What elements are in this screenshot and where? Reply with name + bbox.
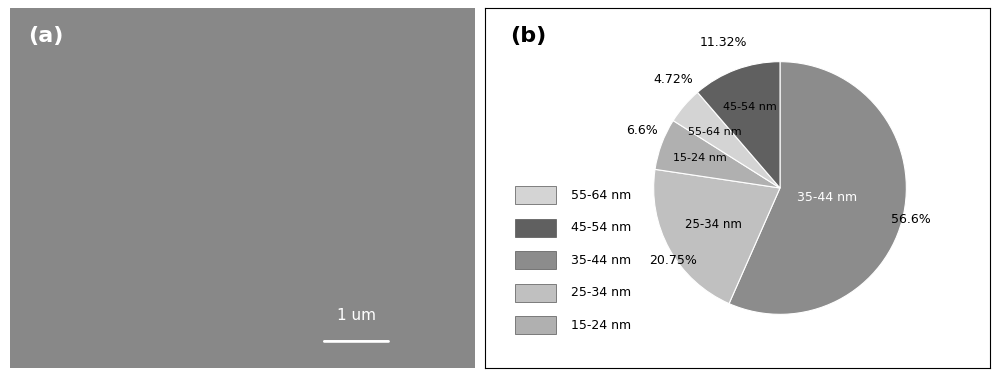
Text: 20.75%: 20.75%: [649, 253, 697, 267]
Text: 45-54 nm: 45-54 nm: [723, 103, 777, 112]
Text: 15-24 nm: 15-24 nm: [673, 153, 726, 163]
FancyBboxPatch shape: [515, 219, 556, 237]
Text: 1 um: 1 um: [337, 308, 376, 323]
Text: 15-24 nm: 15-24 nm: [571, 319, 631, 332]
FancyBboxPatch shape: [515, 251, 556, 269]
Wedge shape: [698, 62, 780, 188]
Wedge shape: [673, 92, 780, 188]
Wedge shape: [655, 121, 780, 188]
Text: 56.6%: 56.6%: [891, 213, 931, 226]
Text: 55-64 nm: 55-64 nm: [688, 127, 742, 137]
FancyBboxPatch shape: [515, 316, 556, 334]
Text: 25-34 nm: 25-34 nm: [685, 218, 742, 231]
Text: 4.72%: 4.72%: [654, 73, 693, 86]
Text: 55-64 nm: 55-64 nm: [571, 189, 631, 202]
Text: 35-44 nm: 35-44 nm: [571, 254, 631, 267]
Text: (a): (a): [29, 26, 64, 45]
FancyBboxPatch shape: [515, 186, 556, 204]
Text: 35-44 nm: 35-44 nm: [797, 191, 857, 205]
Wedge shape: [729, 62, 906, 314]
Text: 25-34 nm: 25-34 nm: [571, 286, 631, 299]
FancyBboxPatch shape: [515, 284, 556, 302]
Wedge shape: [654, 169, 780, 303]
Text: 6.6%: 6.6%: [626, 124, 658, 137]
Text: 11.32%: 11.32%: [700, 36, 747, 49]
Text: (b): (b): [510, 26, 546, 45]
Text: 45-54 nm: 45-54 nm: [571, 221, 631, 234]
